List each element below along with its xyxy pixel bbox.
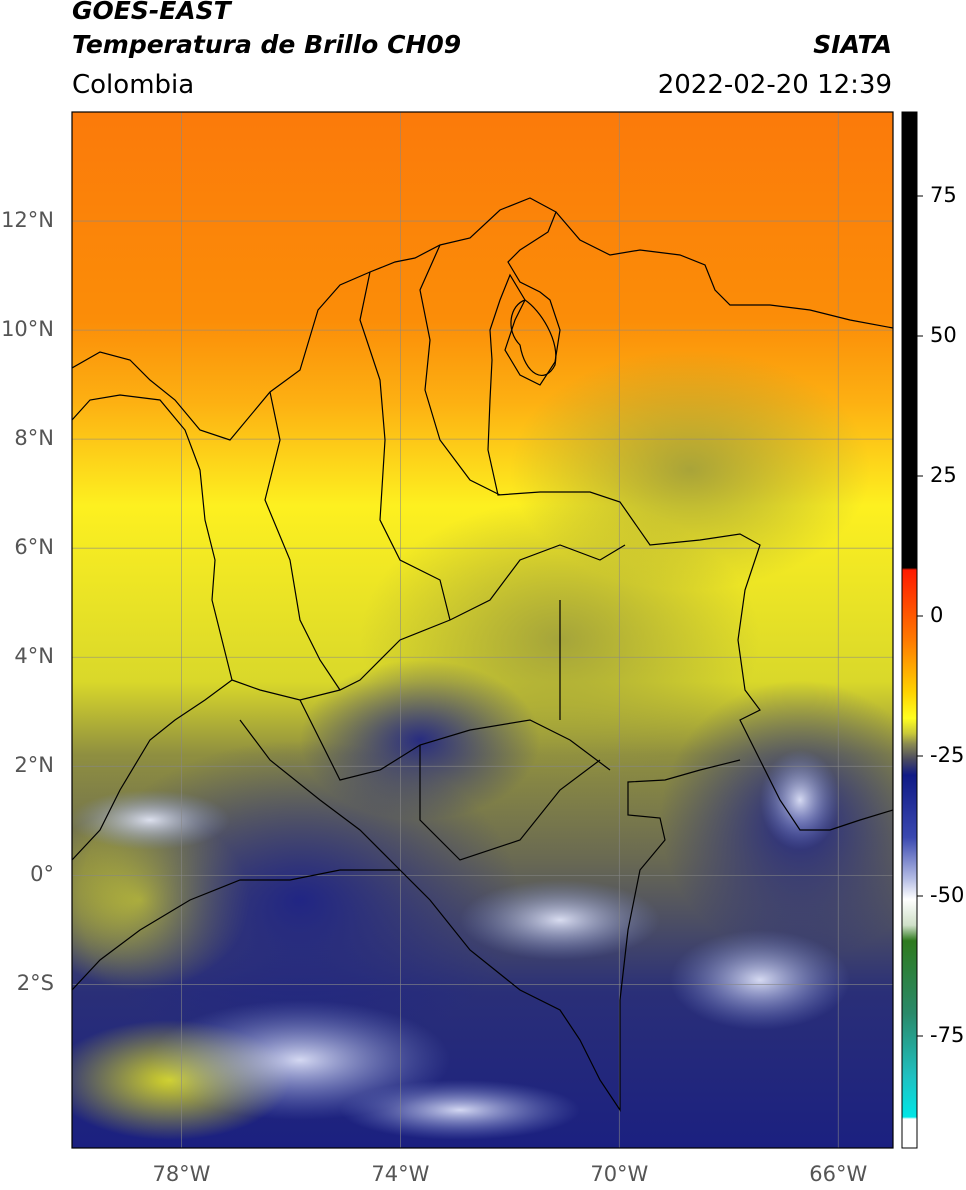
border-southeast bbox=[239, 719, 741, 1112]
longitude-tick-label: 66°W bbox=[809, 1162, 868, 1186]
colorbar-tick-label: -25 bbox=[930, 743, 965, 767]
colorbar-ticks bbox=[917, 195, 923, 1037]
brightness-temperature-field bbox=[72, 112, 893, 1148]
longitude-tick-label: 78°W bbox=[152, 1162, 211, 1186]
region-label: Colombia bbox=[72, 70, 195, 100]
lake-maracaibo bbox=[510, 299, 557, 376]
borders bbox=[72, 197, 893, 1112]
longitude-tick-label: 74°W bbox=[371, 1162, 430, 1186]
latitude-tick-label: 12°N bbox=[1, 208, 54, 233]
product-title: Temperatura de Brillo CH09 bbox=[72, 30, 462, 59]
latitude-tick-label: 10°N bbox=[1, 317, 54, 342]
graticule bbox=[72, 112, 893, 1148]
satellite-title: GOES-EAST bbox=[72, 0, 231, 25]
coastline-colombia-venezuela bbox=[72, 197, 893, 831]
coastline-caribbean-east bbox=[555, 211, 893, 329]
longitude-tick-label: 70°W bbox=[590, 1162, 649, 1186]
border-internal-3 bbox=[419, 745, 601, 861]
colorbar-tick-label: 0 bbox=[930, 603, 944, 627]
coastline-pacific bbox=[72, 394, 233, 861]
latitude-tick-label: 2°S bbox=[16, 971, 54, 996]
colorbar-tick-label: 75 bbox=[930, 183, 957, 207]
map-frame bbox=[71, 111, 894, 1149]
latitude-tick-label: 2°N bbox=[14, 753, 54, 778]
colorbar-tick-label: -50 bbox=[930, 883, 965, 907]
latitude-tick-label: 6°N bbox=[14, 535, 54, 560]
latitude-tick-label: 4°N bbox=[14, 644, 54, 669]
border-internal-4 bbox=[264, 391, 341, 691]
datetime-label: 2022-02-20 12:39 bbox=[657, 70, 892, 100]
border-internal-5 bbox=[359, 271, 451, 621]
latitude-tick-label: 0° bbox=[30, 862, 54, 887]
border-ecuador bbox=[72, 869, 400, 991]
colorbar bbox=[901, 111, 918, 1149]
colorbar-tick-label: 50 bbox=[930, 323, 957, 347]
source-label: SIATA bbox=[813, 30, 892, 59]
border-internal-6 bbox=[419, 244, 501, 496]
colorbar-tick-label: -75 bbox=[930, 1023, 965, 1047]
latitude-tick-label: 8°N bbox=[14, 426, 54, 451]
border-internal-1 bbox=[231, 544, 626, 701]
colorbar-tick-label: 25 bbox=[930, 463, 957, 487]
